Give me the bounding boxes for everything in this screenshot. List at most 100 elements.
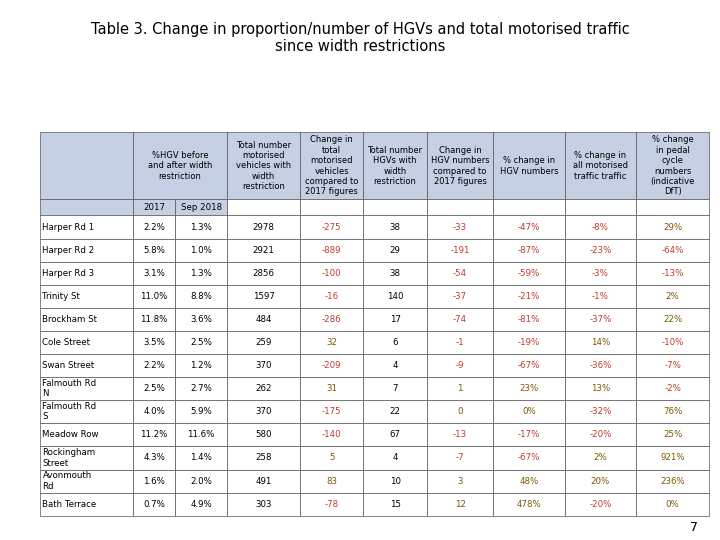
Bar [564,331,636,354]
Text: -191: -191 [450,246,469,255]
Bar [427,492,493,516]
Bar [364,331,427,354]
Text: Total number
HGVs with
width
restriction: Total number HGVs with width restriction [367,146,423,186]
Text: -19%: -19% [518,338,540,347]
Text: 1.4%: 1.4% [190,454,212,462]
Bar [564,447,636,469]
Bar [427,308,493,331]
Bar [636,331,709,354]
Bar [636,132,709,199]
Bar [175,331,227,354]
Text: 370: 370 [256,407,272,416]
Bar [493,447,564,469]
Bar [133,331,175,354]
Bar [175,469,227,492]
Bar [40,447,133,469]
Text: -889: -889 [322,246,341,255]
Bar [175,199,227,215]
Bar [227,262,300,285]
Bar [175,447,227,469]
Text: 1: 1 [457,384,463,393]
Bar [40,199,133,215]
Bar [427,469,493,492]
Text: 5: 5 [329,454,335,462]
Text: 4.0%: 4.0% [143,407,165,416]
Text: 478%: 478% [517,500,541,509]
Bar [364,354,427,377]
Text: 23%: 23% [519,384,539,393]
Text: -20%: -20% [589,500,611,509]
Bar [564,239,636,262]
Bar [427,132,493,199]
Bar [636,400,709,423]
Bar [300,377,364,400]
Text: 5.8%: 5.8% [143,246,165,255]
Bar [40,492,133,516]
Text: % change in
all motorised
traffic traffic: % change in all motorised traffic traffi… [573,151,628,181]
Bar [636,199,709,215]
Bar [175,377,227,400]
Text: 921%: 921% [660,454,685,462]
Bar [364,400,427,423]
Bar [364,215,427,239]
Text: -175: -175 [322,407,341,416]
Bar [300,447,364,469]
Text: 0%: 0% [522,407,536,416]
Bar [133,492,175,516]
Text: Change in
total
motorised
vehicles
compared to
2017 figures: Change in total motorised vehicles compa… [305,136,359,197]
Bar [227,215,300,239]
Text: 13%: 13% [591,384,610,393]
Text: 1.0%: 1.0% [190,246,212,255]
Bar [300,239,364,262]
Text: 4.3%: 4.3% [143,454,165,462]
Text: Falmouth Rd
S: Falmouth Rd S [42,402,96,422]
Text: 2.0%: 2.0% [190,477,212,485]
Bar [636,215,709,239]
Text: %HGV before
and after width
restriction: %HGV before and after width restriction [148,151,212,181]
Bar [175,423,227,447]
Text: -67%: -67% [518,454,540,462]
Bar [300,492,364,516]
Text: -87%: -87% [518,246,540,255]
Bar [564,308,636,331]
Text: 5.9%: 5.9% [190,407,212,416]
Bar [175,262,227,285]
Text: -54: -54 [453,269,467,278]
Bar [493,215,564,239]
Bar [227,132,300,199]
Text: -9: -9 [456,361,464,370]
Bar [427,239,493,262]
Text: 2.7%: 2.7% [190,384,212,393]
Bar [636,492,709,516]
Text: 7: 7 [690,521,698,534]
Text: -13%: -13% [662,269,684,278]
Text: 4: 4 [392,454,398,462]
Bar [40,239,133,262]
Bar [493,199,564,215]
Text: -64%: -64% [662,246,684,255]
Text: 3.6%: 3.6% [190,315,212,324]
Bar [300,262,364,285]
Text: 1.3%: 1.3% [190,269,212,278]
Text: Swan Street: Swan Street [42,361,95,370]
Text: 370: 370 [256,361,272,370]
Text: 236%: 236% [660,477,685,485]
Bar [364,447,427,469]
Bar [427,262,493,285]
Bar [427,447,493,469]
Text: 29%: 29% [663,222,683,232]
Text: 4: 4 [392,361,398,370]
Bar [493,423,564,447]
Bar [364,492,427,516]
Text: 10: 10 [390,477,400,485]
Text: -16: -16 [325,292,339,301]
Bar [493,331,564,354]
Text: 22%: 22% [663,315,683,324]
Bar [493,308,564,331]
Text: -23%: -23% [589,246,611,255]
Text: 17: 17 [390,315,400,324]
Bar [364,308,427,331]
Bar [493,492,564,516]
Text: 1.6%: 1.6% [143,477,165,485]
Text: 1.2%: 1.2% [190,361,212,370]
